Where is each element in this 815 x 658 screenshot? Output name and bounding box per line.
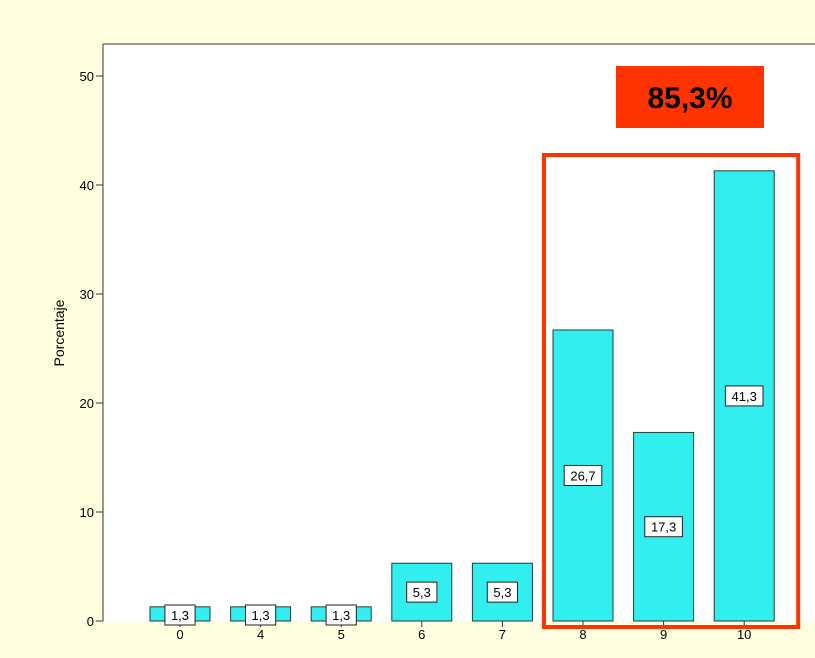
bar-value-label: 5,3 bbox=[493, 585, 511, 600]
bar-value-label: 5,3 bbox=[413, 585, 431, 600]
highlight-label-background bbox=[616, 66, 764, 128]
highlight-box bbox=[542, 153, 801, 629]
y-tick-label: 10 bbox=[80, 505, 94, 520]
x-tick-label: 7 bbox=[499, 627, 506, 642]
y-tick-label: 30 bbox=[80, 287, 94, 302]
bar-value-label: 1,3 bbox=[171, 608, 189, 623]
y-tick-label: 0 bbox=[87, 614, 94, 629]
bar-value-label-box bbox=[245, 604, 277, 626]
bar-value-label-box bbox=[164, 604, 196, 626]
x-tick-label: 5 bbox=[338, 627, 345, 642]
plot-background bbox=[103, 44, 815, 621]
x-tick-label: 0 bbox=[176, 627, 183, 642]
bar-labels: 1,3 1,3 1,3 5,3 5,3 26,7 17,3 41,3 bbox=[164, 385, 764, 626]
x-tick-label: 4 bbox=[257, 627, 264, 642]
bar-value-label-box bbox=[325, 604, 357, 626]
y-tick-label: 20 bbox=[80, 396, 94, 411]
bar-value-label-box bbox=[563, 464, 603, 486]
y-axis-label: Porcentaje bbox=[51, 299, 67, 366]
bar-value-label: 26,7 bbox=[570, 468, 595, 483]
bar-value-label: 1,3 bbox=[332, 608, 350, 623]
y-tick-label: 50 bbox=[80, 69, 94, 84]
bar-value-label-box bbox=[724, 385, 764, 407]
bar-value-label: 17,3 bbox=[651, 520, 676, 535]
bar-value-label-box bbox=[644, 516, 683, 538]
y-tick-label: 40 bbox=[80, 178, 94, 193]
bar-value-label: 41,3 bbox=[732, 389, 757, 404]
x-tick-label: 10 bbox=[737, 627, 751, 642]
bar-value-label: 1,3 bbox=[252, 608, 270, 623]
x-tick-label: 9 bbox=[660, 627, 667, 642]
x-tick-label: 6 bbox=[418, 627, 425, 642]
highlight-label: 85,3% bbox=[647, 82, 732, 115]
x-tick-label: 8 bbox=[579, 627, 586, 642]
y-axis: 0 10 20 30 40 50 bbox=[80, 44, 104, 629]
bar-value-label-box bbox=[486, 581, 518, 603]
bar-value-label-box bbox=[406, 581, 438, 603]
